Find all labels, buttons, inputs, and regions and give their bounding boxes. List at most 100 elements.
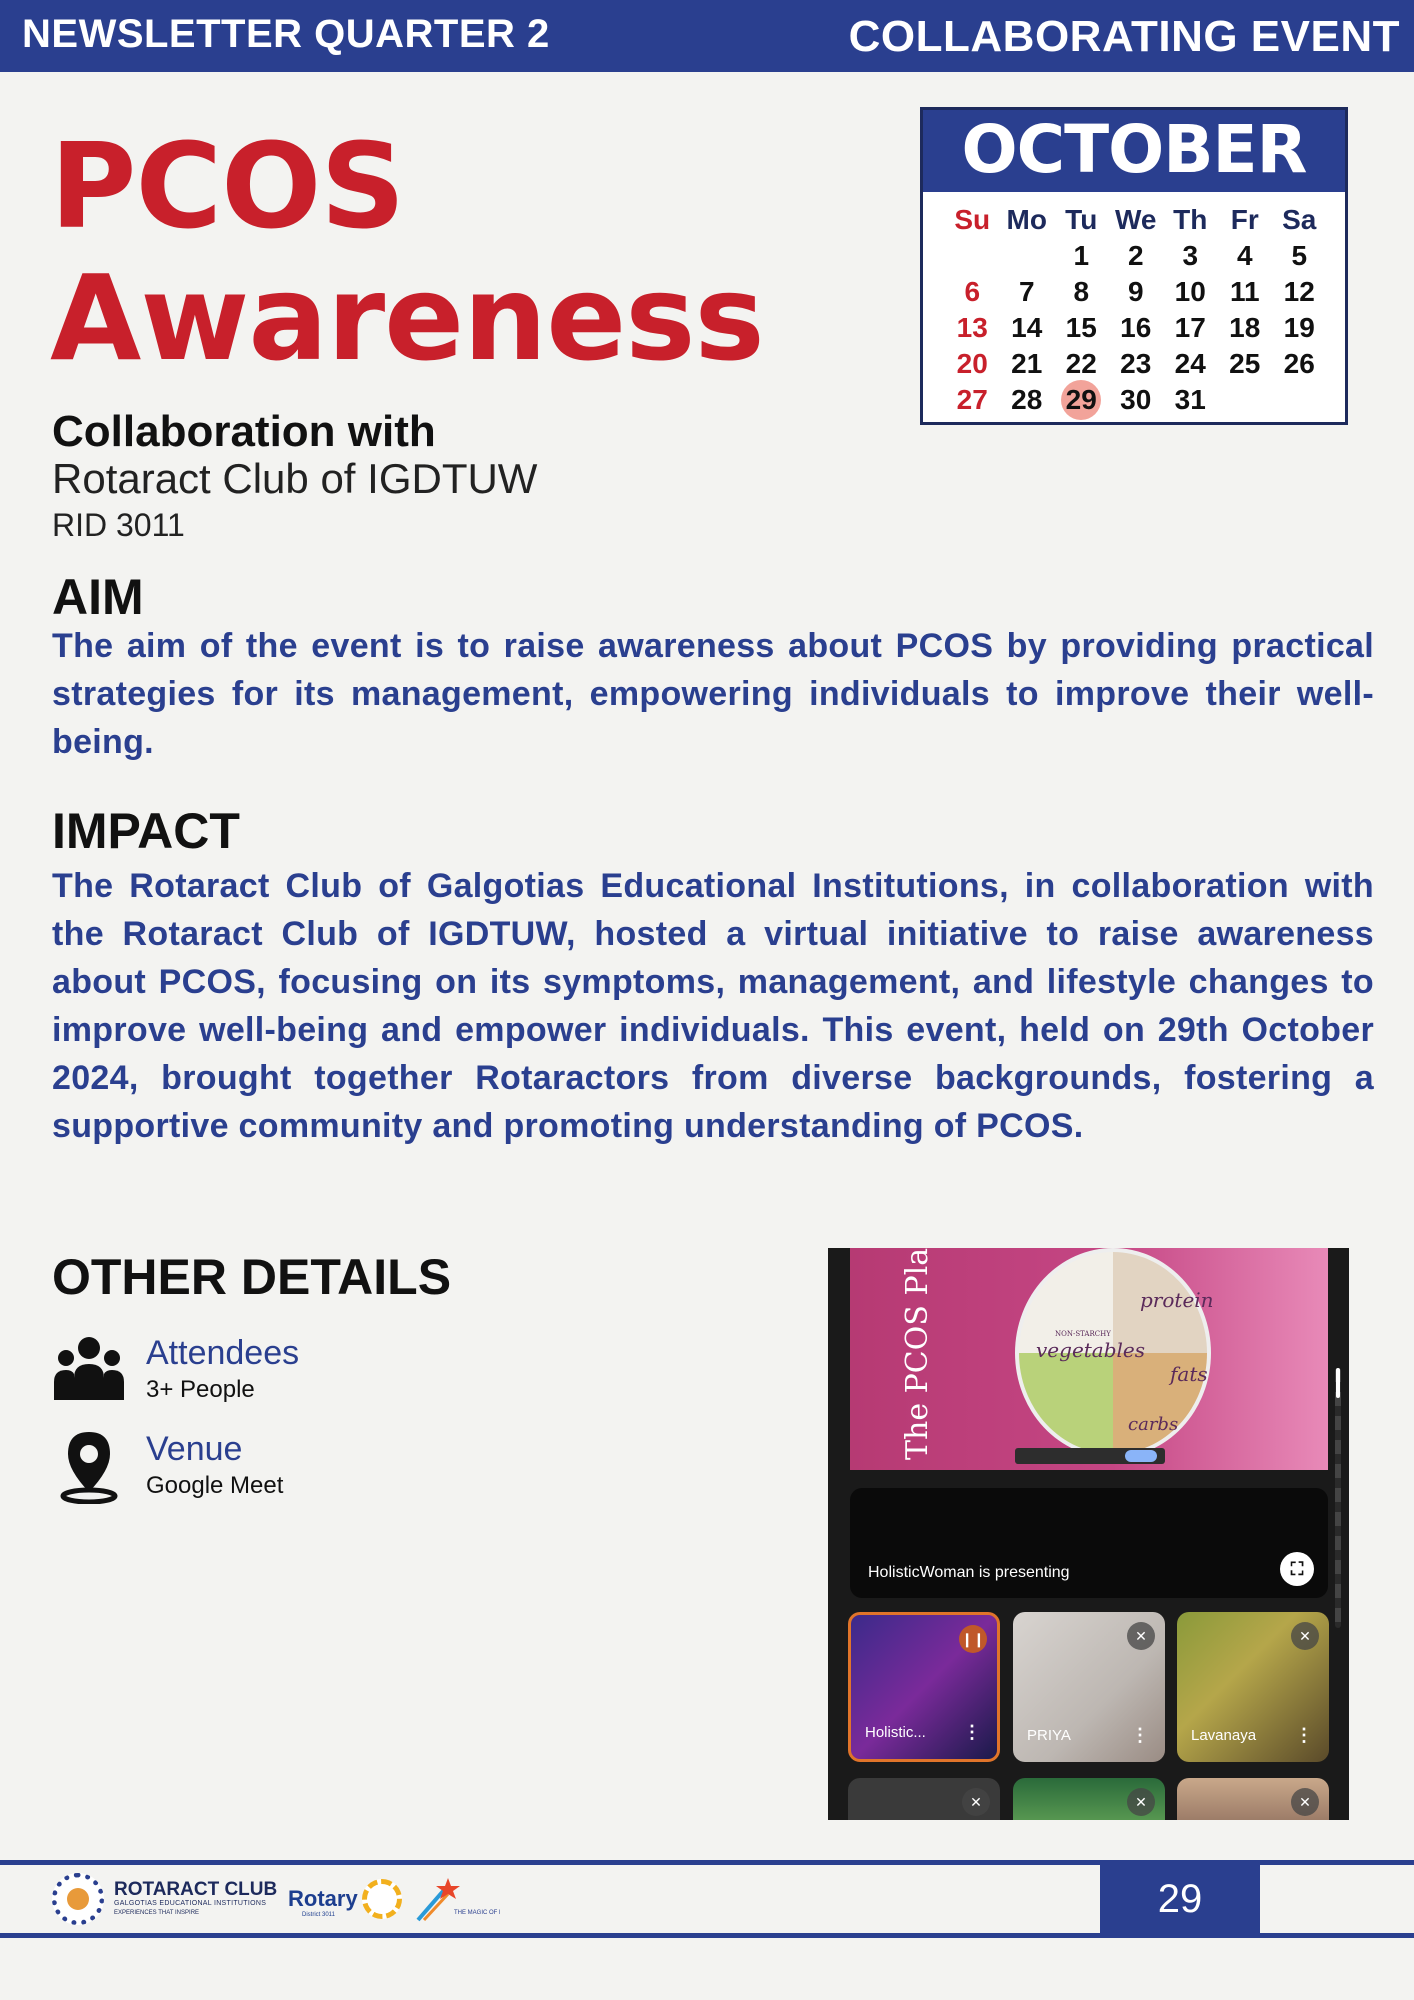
calendar-day: 31 (1174, 384, 1206, 415)
venue-title: Venue (146, 1430, 243, 1468)
calendar-day (945, 238, 1000, 274)
attendees-title: Attendees (146, 1334, 300, 1372)
calendar-dow: Su (954, 204, 991, 235)
section-label: COLLABORATING EVENT (848, 12, 1400, 61)
speaking-icon: ❙❙ (959, 1625, 987, 1653)
scrollbar-thumb[interactable] (1336, 1368, 1340, 1398)
calendar-day: 28 (1011, 384, 1043, 415)
calendar-day: 11 (1229, 276, 1260, 307)
other-details-heading: OTHER DETAILS (52, 1249, 452, 1305)
calendar-day: 10 (1174, 276, 1206, 307)
calendar-day: 14 (1011, 312, 1043, 343)
calendar-day: 15 (1065, 312, 1097, 343)
calendar-day (1000, 238, 1055, 274)
calendar-day: 27 (956, 384, 988, 415)
calendar-day: 17 (1174, 312, 1206, 343)
participant-tile[interactable]: ✕ (1177, 1778, 1329, 1820)
more-options-icon[interactable]: ⋮ (1131, 1725, 1149, 1745)
meeting-screenshot: The PCOS Plat protein NON-STARCHY vegeta… (828, 1248, 1349, 1820)
aim-heading: AIM (52, 569, 144, 625)
rotary-district: District 3011 (302, 1912, 335, 1918)
club-sub: GALGOTIAS EDUCATIONAL INSTITUTIONS (114, 1900, 267, 1907)
calendar-day: 2 (1127, 240, 1144, 271)
title-line-2: Awareness (50, 249, 765, 387)
calendar-day: 9 (1127, 276, 1144, 307)
calendar-row: 13 14 15 16 17 18 19 (945, 310, 1327, 346)
calendar-day: 19 (1283, 312, 1315, 343)
presentation-slide: The PCOS Plat protein NON-STARCHY vegeta… (850, 1248, 1328, 1470)
calendar-row: 27 28 29 30 31 (945, 380, 1327, 420)
footer-divider-bottom (0, 1933, 1414, 1938)
calendar-day: 4 (1236, 240, 1253, 271)
participant-tile[interactable]: ✕ PRIYA ⋮ (1013, 1612, 1165, 1762)
club-tagline: EXPERIENCES THAT INSPIRE (114, 1910, 200, 1916)
presenting-text: HolisticWoman is presenting (868, 1564, 1070, 1581)
participant-tile[interactable]: ✕ Lavanaya ⋮ (1177, 1612, 1329, 1762)
scrollbar[interactable] (1335, 1368, 1341, 1628)
calendar-grid: Su Mo Tu We Th Fr Sa 1 2 3 4 5 6 7 8 9 10 11 12 13 14 15 16 17 1… (945, 202, 1327, 420)
slide-title: The PCOS Plat (900, 1248, 935, 1460)
calendar-row: 1 2 3 4 5 (945, 238, 1327, 274)
newsletter-label: NEWSLETTER QUARTER 2 (22, 12, 550, 56)
header-bar: NEWSLETTER QUARTER 2 COLLABORATING EVENT (0, 0, 1414, 72)
calendar: OCTOBER Su Mo Tu We Th Fr Sa 1 2 3 4 5 6 7 8 9 10 11 12 13 1… (920, 107, 1348, 425)
collaboration-rid: RID 3011 (52, 507, 185, 543)
calendar-row: Su Mo Tu We Th Fr Sa (945, 202, 1327, 238)
mic-off-icon: ✕ (1127, 1788, 1155, 1816)
fullscreen-icon[interactable]: ⛶ (1280, 1552, 1314, 1586)
plate-label-protein: protein (1140, 1288, 1214, 1312)
plate-label-fats: fats (1170, 1362, 1208, 1386)
people-icon (54, 1337, 124, 1400)
participant-tile[interactable]: ❙❙ Holistic... ⋮ (848, 1612, 1000, 1762)
rotary-wheel-logo (362, 1879, 402, 1919)
participant-tile[interactable]: ✕ (1013, 1778, 1165, 1820)
magic-logo-text: THE MAGIC OF ROTARY (454, 1910, 500, 1916)
calendar-day: 6 (964, 276, 981, 307)
more-options-icon[interactable]: ⋮ (963, 1722, 981, 1742)
presenting-bar: HolisticWoman is presenting ⛶ (850, 1488, 1328, 1598)
title-line-1: PCOS (50, 117, 405, 255)
calendar-day: 1 (1073, 240, 1090, 271)
footer-divider-top (0, 1860, 1414, 1865)
mic-off-icon: ✕ (1127, 1622, 1155, 1650)
participant-name: Lavanaya (1191, 1727, 1257, 1744)
calendar-dow: Th (1173, 204, 1208, 235)
collaboration-title: Collaboration with (52, 407, 436, 456)
calendar-row: 6 7 8 9 10 11 12 (945, 274, 1327, 310)
rotary-logo-text: Rotary (288, 1886, 358, 1911)
venue-value: Google Meet (146, 1472, 284, 1499)
participant-tile[interactable]: ✕ (848, 1778, 1000, 1820)
calendar-month: OCTOBER (923, 110, 1345, 192)
page-number: 29 (1100, 1865, 1260, 1933)
calendar-dow: Sa (1282, 204, 1317, 235)
calendar-day: 20 (956, 348, 988, 379)
impact-heading: IMPACT (52, 803, 240, 859)
calendar-day: 13 (956, 312, 988, 343)
calendar-day: 30 (1120, 384, 1152, 415)
calendar-day (1272, 382, 1327, 418)
aim-text: The aim of the event is to raise awarene… (52, 627, 1374, 761)
rotaract-logo (52, 1873, 104, 1925)
stop-sharing-button[interactable] (1125, 1450, 1157, 1462)
calendar-day: 21 (1011, 348, 1043, 379)
calendar-row: 20 21 22 23 24 25 26 (945, 346, 1327, 382)
impact-text: The Rotaract Club of Galgotias Education… (52, 867, 1374, 1145)
calendar-day: 8 (1073, 276, 1090, 307)
plate-label-carbs: carbs (1128, 1414, 1179, 1435)
more-options-icon[interactable]: ⋮ (1295, 1725, 1313, 1745)
calendar-day: 16 (1120, 312, 1152, 343)
calendar-day-highlighted: 29 (1054, 380, 1109, 420)
page-title: PCOS Awareness (50, 117, 765, 387)
calendar-day: 24 (1174, 348, 1206, 379)
calendar-day: 12 (1283, 276, 1315, 307)
magic-of-rotary-logo: THE MAGIC OF ROTARY (416, 1878, 500, 1922)
calendar-day: 3 (1182, 240, 1199, 271)
calendar-day (1218, 382, 1273, 418)
participant-name: PRIYA (1027, 1727, 1071, 1744)
mic-off-icon: ✕ (962, 1788, 990, 1816)
mic-off-icon: ✕ (1291, 1788, 1319, 1816)
participant-name: Holistic... (865, 1724, 926, 1741)
collaboration-block: Collaboration with Rotaract Club of IGDT… (52, 408, 537, 548)
club-name: ROTARACT CLUB (114, 1879, 278, 1900)
calendar-dow: Tu (1065, 204, 1098, 235)
